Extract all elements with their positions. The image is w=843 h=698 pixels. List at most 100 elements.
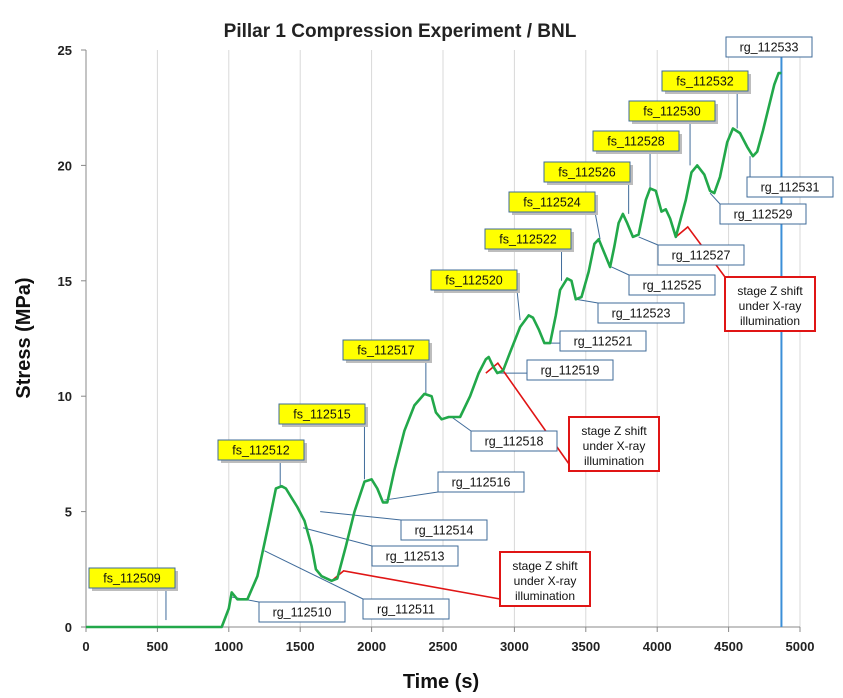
annotation-label-text: fs_112522 bbox=[499, 233, 557, 247]
annotation-label-box bbox=[362, 598, 450, 620]
annotation-label-text: rg_112510 bbox=[273, 606, 332, 620]
note-text: under X-ray bbox=[739, 299, 802, 313]
annotation-label-box bbox=[278, 403, 366, 425]
annotation-label-box bbox=[258, 601, 346, 623]
annotation-label-box bbox=[628, 100, 716, 122]
series-layer bbox=[86, 42, 783, 629]
x-tick-label: 3000 bbox=[500, 639, 529, 654]
note-box bbox=[499, 551, 591, 607]
label-layer: fs_112509 fs_112512 fs_112515 fs_112517 fs_1… bbox=[88, 36, 834, 623]
leader-line bbox=[709, 192, 721, 205]
annotation-label-box bbox=[470, 430, 558, 452]
y-tick-label: 15 bbox=[58, 274, 72, 289]
leader-line bbox=[451, 416, 472, 432]
marker-label-text: rg_112533 bbox=[740, 41, 799, 55]
annotation-label-text: rg_112525 bbox=[643, 279, 702, 293]
x-tick-label: 1000 bbox=[214, 639, 243, 654]
annotation-label-box bbox=[508, 191, 596, 213]
annotation-label-text: rg_112529 bbox=[734, 208, 793, 222]
annotation-label-text: fs_112532 bbox=[676, 75, 734, 89]
annotation-label-box bbox=[371, 545, 459, 567]
marker-label-box bbox=[725, 36, 813, 58]
leader-line bbox=[575, 298, 599, 304]
x-axis-label: Time (s) bbox=[403, 671, 479, 693]
annotation-label-text: rg_112523 bbox=[612, 307, 671, 321]
annotation-label-box bbox=[430, 269, 518, 291]
leader-line bbox=[384, 491, 439, 501]
note-text: stage Z shift bbox=[737, 284, 803, 298]
annotation-label-box bbox=[543, 161, 631, 183]
annotation-label-box bbox=[719, 203, 807, 225]
leader-line bbox=[516, 289, 521, 321]
x-tick-label: 3500 bbox=[571, 639, 600, 654]
annotation-label-text: fs_112517 bbox=[357, 344, 415, 358]
note-pointer bbox=[485, 361, 570, 465]
y-tick-label: 0 bbox=[65, 620, 72, 635]
note-text: illumination bbox=[515, 589, 575, 603]
note-box bbox=[568, 416, 660, 472]
leader-line bbox=[611, 266, 630, 276]
annotation-label-text: fs_112530 bbox=[643, 105, 701, 119]
annotation-label-text: fs_112528 bbox=[607, 135, 665, 149]
annotation-label-text: fs_112520 bbox=[445, 274, 503, 288]
series-line bbox=[86, 71, 782, 629]
annotation-label-box bbox=[88, 567, 176, 589]
chart-title: Pillar 1 Compression Experiment / BNL bbox=[224, 21, 577, 42]
y-tick-label: 25 bbox=[58, 43, 72, 58]
note-text: under X-ray bbox=[583, 439, 646, 453]
x-tick-label: 500 bbox=[147, 639, 169, 654]
annotation-label-text: fs_112526 bbox=[558, 166, 616, 180]
leader-line bbox=[594, 211, 601, 240]
leader-line bbox=[302, 527, 373, 547]
annotation-label-box bbox=[484, 228, 572, 250]
annotation-label-box bbox=[342, 339, 430, 361]
annotation-label-text: fs_112524 bbox=[523, 196, 581, 210]
annotation-label-text: rg_112521 bbox=[574, 335, 633, 349]
annotation-label-box bbox=[437, 471, 525, 493]
annotation-label-text: rg_112516 bbox=[452, 476, 511, 490]
x-tick-label: 4500 bbox=[714, 639, 743, 654]
annotation-label-box bbox=[217, 439, 305, 461]
y-tick-label: 5 bbox=[65, 505, 72, 520]
annotation-label-text: rg_112519 bbox=[541, 364, 600, 378]
note-text: stage Z shift bbox=[581, 424, 647, 438]
annotation-label-text: fs_112515 bbox=[293, 408, 351, 422]
annotation-label-text: rg_112514 bbox=[415, 524, 474, 538]
x-tick-label: 4000 bbox=[643, 639, 672, 654]
x-tick-label: 0 bbox=[82, 639, 89, 654]
x-tick-label: 2500 bbox=[429, 639, 458, 654]
x-tick-label: 1500 bbox=[286, 639, 315, 654]
annotation-label-box bbox=[526, 359, 614, 381]
annotation-label-box bbox=[628, 274, 716, 296]
y-tick-label: 10 bbox=[58, 389, 72, 404]
x-tick-label: 5000 bbox=[786, 639, 815, 654]
note-text: stage Z shift bbox=[512, 559, 578, 573]
axis-layer: 0 500 1000 1500 2000 2500 3000 3500 4000 4500 5000… bbox=[58, 43, 815, 654]
note-pointer bbox=[331, 569, 501, 600]
note-text: illumination bbox=[584, 454, 644, 468]
annotation-label-box bbox=[592, 130, 680, 152]
y-tick-label: 20 bbox=[58, 158, 72, 173]
annotation-label-box bbox=[746, 176, 834, 198]
note-text: under X-ray bbox=[514, 574, 577, 588]
leader-line bbox=[320, 511, 402, 521]
annotation-label-box bbox=[657, 244, 745, 266]
note-text: illumination bbox=[740, 314, 800, 328]
annotation-label-text: fs_112509 bbox=[103, 572, 161, 586]
annotation-label-text: rg_112531 bbox=[761, 181, 820, 195]
y-axis-label: Stress (MPa) bbox=[13, 277, 35, 398]
annotation-label-text: rg_112527 bbox=[672, 249, 731, 263]
annotation-label-box bbox=[559, 330, 647, 352]
annotation-label-box bbox=[661, 70, 749, 92]
x-tick-label: 2000 bbox=[357, 639, 386, 654]
note-box bbox=[724, 276, 816, 332]
annotation-label-text: rg_112511 bbox=[377, 603, 435, 617]
annotation-label-box bbox=[597, 302, 685, 324]
leader-line bbox=[638, 236, 659, 246]
annotation-label-text: rg_112518 bbox=[485, 435, 544, 449]
annotation-label-text: rg_112513 bbox=[386, 550, 445, 564]
leader-layer bbox=[165, 91, 751, 621]
leader-line bbox=[264, 550, 364, 600]
